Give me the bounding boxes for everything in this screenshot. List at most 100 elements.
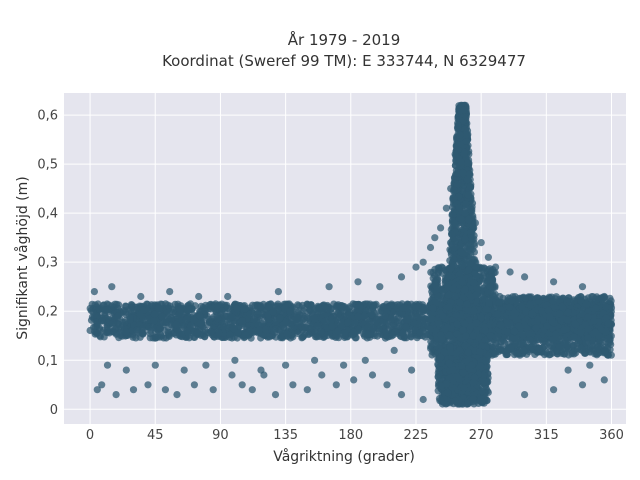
data-point [270, 327, 278, 335]
data-point [381, 312, 389, 320]
data-point [469, 332, 477, 340]
data-point [305, 330, 313, 339]
data-point [360, 312, 369, 320]
data-point [480, 264, 488, 272]
data-point [381, 334, 389, 342]
data-point [477, 314, 485, 322]
data-point [354, 313, 362, 321]
data-point [411, 326, 419, 334]
data-point [311, 315, 319, 323]
data-point [86, 326, 94, 335]
data-point [269, 308, 277, 316]
data-point [341, 329, 349, 337]
data-point [103, 326, 111, 334]
data-point [193, 329, 202, 337]
data-point [389, 331, 397, 339]
data-point [373, 316, 381, 324]
data-point [349, 330, 357, 338]
data-point [399, 329, 407, 337]
data-point [464, 191, 472, 199]
data-point [276, 314, 284, 323]
data-point [481, 326, 489, 335]
data-point [472, 272, 480, 280]
data-point [301, 323, 310, 331]
data-point [178, 322, 186, 330]
data-point [133, 326, 141, 334]
data-point [373, 332, 381, 340]
data-point [143, 300, 152, 308]
data-point [396, 322, 404, 330]
data-point [435, 320, 443, 328]
data-point [156, 324, 164, 332]
data-point [172, 321, 181, 329]
data-point [340, 303, 348, 311]
data-point [277, 332, 285, 341]
data-point [461, 209, 469, 217]
data-point [427, 268, 435, 276]
data-point [203, 321, 211, 329]
chart-title-line-2: Koordinat (Sweref 99 TM): E 333744, N 63… [162, 52, 526, 70]
data-point [369, 324, 377, 333]
data-point [445, 303, 453, 311]
data-point [463, 137, 471, 145]
data-point [450, 195, 458, 203]
data-point [283, 330, 291, 338]
data-point [215, 329, 223, 337]
data-point [186, 306, 194, 314]
data-point [164, 328, 172, 336]
data-point [355, 300, 363, 309]
data-point [96, 324, 104, 332]
data-point [120, 306, 128, 315]
data-point [190, 316, 198, 324]
data-point [114, 313, 122, 321]
plot-area [64, 93, 626, 424]
data-point [412, 303, 420, 312]
data-point [151, 310, 159, 318]
data-point [471, 256, 479, 264]
data-point [258, 320, 266, 328]
data-point [472, 291, 480, 299]
data-point [321, 302, 329, 310]
data-point [457, 248, 465, 256]
data-point [115, 301, 123, 309]
data-point [196, 312, 204, 321]
data-point [344, 319, 352, 327]
data-point [433, 285, 441, 293]
data-point [96, 333, 104, 341]
data-point [470, 307, 478, 315]
data-point [459, 326, 467, 334]
data-point [146, 334, 154, 342]
data-point [267, 300, 275, 308]
data-point [150, 317, 158, 325]
data-point [463, 300, 471, 308]
data-point [379, 318, 387, 326]
data-point [456, 131, 464, 139]
data-point [160, 334, 168, 342]
data-point [437, 331, 445, 339]
data-point [461, 286, 469, 294]
data-point [294, 329, 302, 337]
data-point [255, 326, 263, 334]
data-point [445, 331, 454, 340]
data-point [306, 306, 314, 314]
data-point [153, 333, 161, 341]
data-point [197, 321, 205, 329]
data-point [461, 235, 469, 243]
data-points [86, 101, 616, 408]
data-point [233, 305, 241, 313]
data-point [451, 220, 459, 228]
data-point [214, 315, 222, 323]
data-point [457, 215, 465, 223]
data-point [450, 244, 458, 252]
data-point [324, 331, 332, 340]
data-point [286, 307, 294, 316]
data-point [449, 285, 457, 293]
data-point [238, 317, 246, 325]
data-point [182, 315, 191, 323]
data-point [368, 311, 376, 319]
data-point [363, 330, 371, 338]
data-point [328, 323, 336, 331]
data-point [402, 323, 410, 331]
data-point [128, 301, 136, 309]
